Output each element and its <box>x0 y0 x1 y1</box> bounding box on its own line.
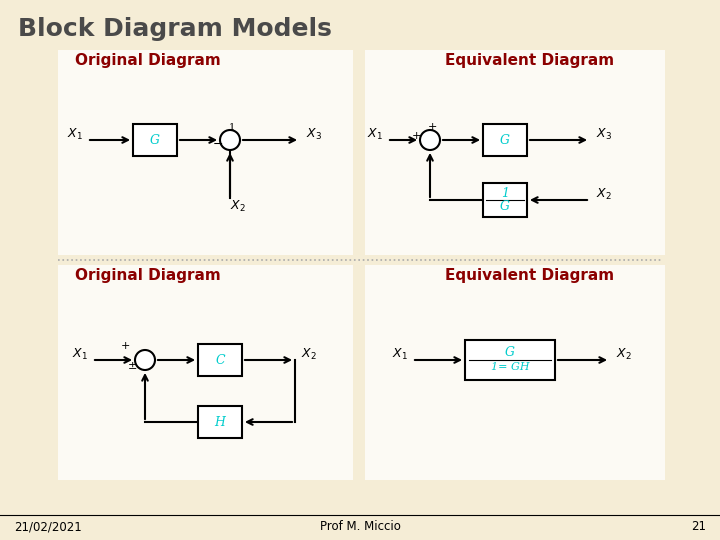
Text: C: C <box>215 354 225 367</box>
Bar <box>198 344 242 376</box>
Text: $X_2$: $X_2$ <box>596 186 612 201</box>
Bar <box>133 124 177 156</box>
Bar <box>198 406 242 438</box>
Text: $X_1$: $X_1$ <box>367 126 383 141</box>
Text: 1= GH: 1= GH <box>491 362 529 372</box>
Text: 1: 1 <box>229 124 235 132</box>
Text: Original Diagram: Original Diagram <box>75 53 221 68</box>
Text: G: G <box>500 200 510 213</box>
Text: G: G <box>505 346 515 359</box>
Text: $X_1$: $X_1$ <box>392 347 408 362</box>
Text: G: G <box>500 133 510 146</box>
Text: 21/02/2021: 21/02/2021 <box>14 521 82 534</box>
Text: $X_1$: $X_1$ <box>67 126 83 141</box>
Text: Equivalent Diagram: Equivalent Diagram <box>445 268 614 283</box>
Text: 1: 1 <box>501 187 509 200</box>
Text: G: G <box>150 133 160 146</box>
Text: $X_2$: $X_2$ <box>616 347 632 362</box>
Bar <box>58 50 353 255</box>
Text: ±: ± <box>127 361 137 371</box>
Text: Original Diagram: Original Diagram <box>75 268 221 283</box>
Circle shape <box>220 130 240 150</box>
Text: +: + <box>427 122 437 132</box>
Text: $X_3$: $X_3$ <box>596 126 612 141</box>
Bar <box>58 265 353 480</box>
Text: $X_2$: $X_2$ <box>230 198 246 213</box>
Text: $X_1$: $X_1$ <box>72 347 88 362</box>
Circle shape <box>420 130 440 150</box>
Text: Prof M. Miccio: Prof M. Miccio <box>320 521 400 534</box>
Circle shape <box>135 350 155 370</box>
Bar <box>483 183 527 217</box>
Bar <box>465 340 555 380</box>
Text: +: + <box>411 131 420 141</box>
Bar <box>365 50 665 255</box>
Text: Equivalent Diagram: Equivalent Diagram <box>445 53 614 68</box>
Bar <box>365 265 665 480</box>
Text: −: − <box>212 138 223 151</box>
Text: +: + <box>120 341 130 351</box>
Text: H: H <box>215 415 225 429</box>
Text: 21: 21 <box>691 521 706 534</box>
Text: Block Diagram Models: Block Diagram Models <box>18 17 332 41</box>
Text: $X_2$: $X_2$ <box>301 347 317 362</box>
Text: $X_3$: $X_3$ <box>306 126 322 141</box>
Bar <box>483 124 527 156</box>
